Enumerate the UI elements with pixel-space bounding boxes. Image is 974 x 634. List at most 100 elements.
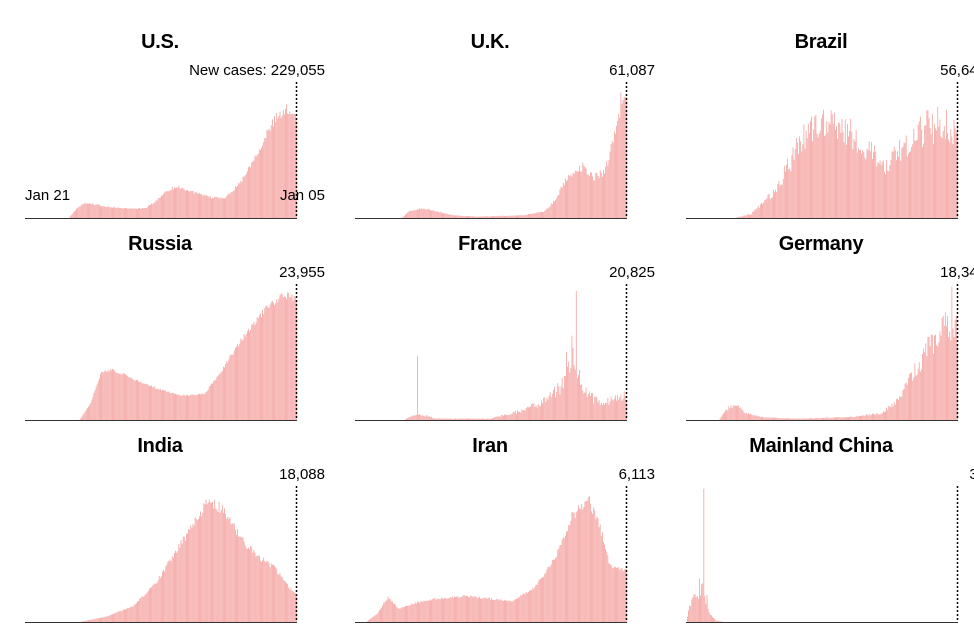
- bar: [186, 395, 187, 420]
- bar: [415, 210, 416, 218]
- bar: [125, 374, 126, 420]
- bar: [802, 419, 803, 420]
- bar: [284, 581, 285, 622]
- bar: [854, 417, 855, 420]
- bar: [583, 166, 584, 218]
- bar: [203, 394, 204, 420]
- bar: [933, 144, 934, 218]
- bar: [189, 192, 190, 218]
- bar: [911, 147, 912, 218]
- bar: [918, 369, 919, 420]
- bar: [226, 196, 227, 218]
- bar: [248, 548, 249, 622]
- bar: [785, 172, 786, 219]
- bar: [792, 155, 793, 218]
- bar: [464, 418, 465, 420]
- bar: [212, 502, 213, 622]
- bar: [415, 602, 416, 622]
- bar: [793, 148, 794, 219]
- bar: [490, 600, 491, 622]
- bar: [747, 214, 748, 218]
- bar: [551, 203, 552, 218]
- bar: [552, 204, 553, 218]
- bar: [799, 137, 800, 218]
- bar: [125, 609, 126, 622]
- bar: [442, 419, 443, 420]
- bar: [419, 414, 420, 420]
- bar: [287, 293, 288, 421]
- bar: [833, 124, 834, 218]
- bar: [773, 190, 774, 218]
- bar: [406, 214, 407, 218]
- bar: [484, 419, 485, 420]
- bar: [446, 418, 447, 420]
- bar: [134, 380, 135, 420]
- bar: [407, 212, 408, 218]
- bar: [88, 407, 89, 420]
- bar: [370, 619, 371, 622]
- bar: [226, 519, 227, 622]
- bar: [798, 154, 799, 218]
- bar: [519, 597, 520, 622]
- bar: [580, 385, 581, 420]
- bar: [916, 140, 917, 218]
- bar: [550, 567, 551, 622]
- bar: [234, 351, 235, 420]
- bar: [782, 185, 783, 218]
- bar: [273, 565, 274, 622]
- bar: [557, 383, 558, 420]
- bar: [940, 331, 941, 420]
- bar: [233, 191, 234, 218]
- bar: [404, 607, 405, 622]
- bar: [481, 217, 482, 218]
- bar: [577, 172, 578, 218]
- bar: [907, 385, 908, 420]
- bar: [121, 611, 122, 622]
- bar: [178, 544, 179, 622]
- bar: [578, 375, 579, 420]
- bar: [570, 521, 571, 622]
- bar: [936, 130, 937, 218]
- bar: [268, 561, 269, 622]
- bar: [267, 561, 268, 622]
- bar: [845, 119, 846, 218]
- bar: [597, 173, 598, 218]
- bar: [582, 162, 583, 218]
- bar: [587, 174, 588, 218]
- bar: [872, 159, 873, 218]
- bar: [910, 373, 911, 420]
- bar: [382, 605, 383, 622]
- bar: [514, 216, 515, 218]
- bar: [272, 565, 273, 622]
- bar: [888, 171, 889, 218]
- bar: [168, 392, 169, 420]
- bar: [590, 504, 591, 622]
- bar: [905, 143, 906, 218]
- bar: [917, 375, 918, 420]
- bar: [168, 561, 169, 622]
- bar: [240, 181, 241, 218]
- bar: [506, 415, 507, 420]
- bar: [494, 216, 495, 218]
- bar: [540, 579, 541, 622]
- bar: [557, 550, 558, 622]
- bar: [117, 373, 118, 420]
- bar: [567, 180, 568, 218]
- bar: [94, 393, 95, 420]
- bar: [149, 205, 150, 218]
- bar: [688, 610, 689, 622]
- bar: [580, 172, 581, 218]
- bar: [577, 378, 578, 420]
- bar: [824, 136, 825, 218]
- bar: [845, 417, 846, 420]
- bar: [592, 393, 593, 420]
- bar: [771, 198, 772, 218]
- bar: [611, 397, 612, 420]
- bar: [477, 217, 478, 218]
- bar: [282, 577, 283, 622]
- bar: [551, 564, 552, 622]
- bar: [949, 143, 950, 218]
- bar: [601, 173, 602, 218]
- bar: [270, 567, 271, 622]
